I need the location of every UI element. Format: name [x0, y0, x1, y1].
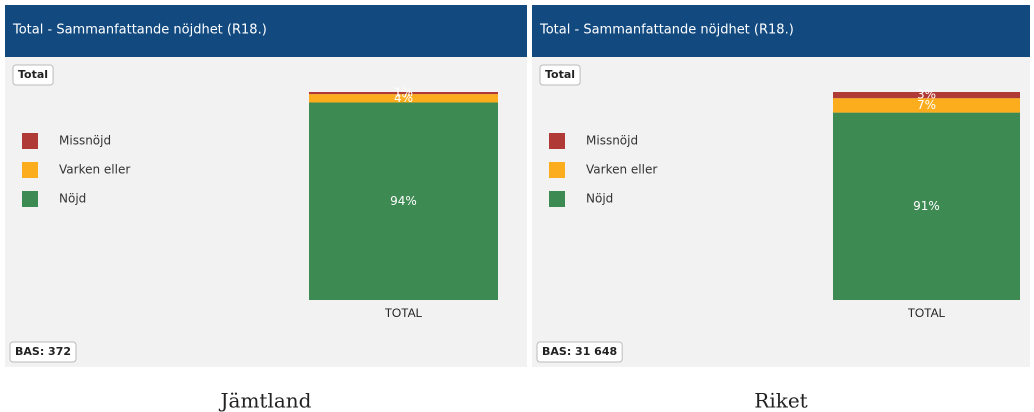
base-box [9, 341, 77, 363]
legend-swatch [549, 162, 565, 178]
legend-label: Varken eller [586, 163, 657, 177]
legend-label: Nöjd [586, 192, 613, 206]
legend-swatch [549, 191, 565, 207]
legend-label: Missnöjd [59, 134, 111, 148]
data-label: 4% [394, 91, 413, 105]
bar-segment [309, 102, 498, 300]
data-label: 1% [394, 86, 413, 100]
legend-label: Varken eller [59, 163, 130, 177]
panel-header [532, 5, 1030, 57]
bar-segment [833, 112, 1020, 301]
button[interactable] [539, 64, 581, 86]
data-label: 3% [917, 88, 936, 102]
legend-swatch [22, 162, 38, 178]
legend-swatch [22, 133, 38, 149]
panel-header [5, 5, 527, 57]
button-label: Total [545, 68, 575, 81]
bar-segment [833, 98, 1020, 113]
bar-segment [309, 92, 498, 95]
legend-swatch [549, 133, 565, 149]
legend-label: Missnöjd [586, 134, 638, 148]
base-box [536, 341, 623, 363]
x-tick-label: TOTAL [385, 306, 423, 320]
base-label: BAS: 372 [15, 345, 71, 358]
title: Total - Sammanfattande nöjdhet (R18.) [12, 23, 267, 38]
button-label: Total [18, 68, 48, 81]
caption: Riket [754, 389, 807, 412]
bar-segment [309, 94, 498, 103]
base-label: BAS: 31 648 [542, 345, 617, 358]
legend-swatch [22, 191, 38, 207]
caption: Jämtland [219, 389, 312, 412]
legend-label: Nöjd [59, 192, 86, 206]
data-label: 7% [917, 98, 936, 112]
data-label: 91% [913, 199, 940, 213]
data-label: 94% [390, 194, 417, 208]
bar-segment [833, 92, 1020, 99]
button[interactable] [12, 64, 54, 86]
x-tick-label: TOTAL [908, 306, 946, 320]
title: Total - Sammanfattande nöjdhet (R18.) [539, 23, 794, 38]
